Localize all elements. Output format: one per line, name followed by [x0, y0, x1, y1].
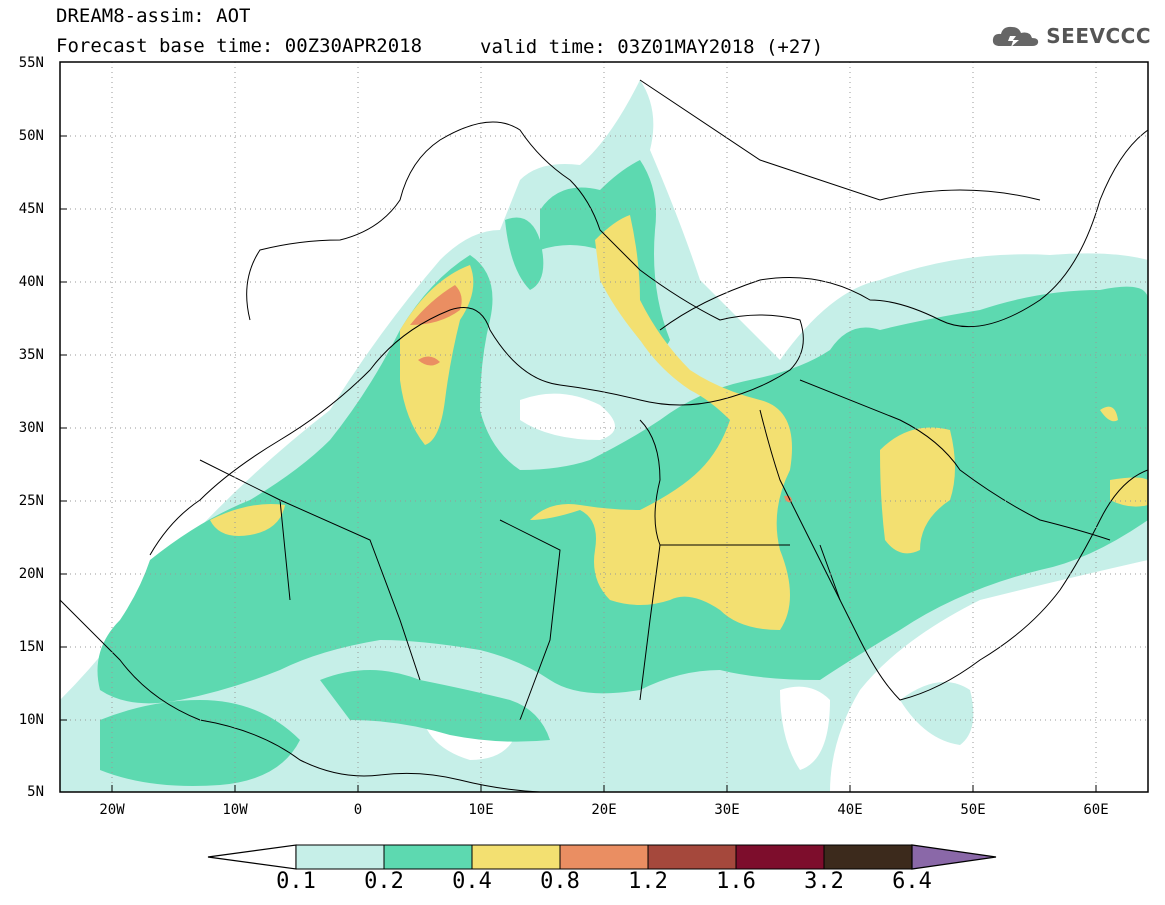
y-tick-label: 50N [18, 128, 44, 144]
colorbar-label: 1.6 [716, 869, 756, 894]
y-tick-label: 30N [18, 420, 44, 436]
colorbar-label: 0.4 [452, 869, 492, 894]
y-tick-label: 40N [18, 274, 44, 290]
colorbar-above-arrow [911, 844, 997, 870]
colorbar-label: 6.4 [892, 869, 932, 894]
x-tick-label: 50E [960, 802, 986, 818]
colorbar-label: 1.2 [628, 869, 668, 894]
map-title: DREAM8-assim: AOT [56, 5, 251, 27]
colorbar-swatch-2 [471, 844, 561, 870]
x-tick-label: 40E [837, 802, 863, 818]
x-tick-label: 20E [591, 802, 617, 818]
x-tick-label: 20W [99, 802, 125, 818]
y-tick-label: 45N [18, 201, 44, 217]
y-tick-label: 20N [18, 566, 44, 582]
x-tick-label: 10W [222, 802, 248, 818]
aot-contour-0-8 [410, 285, 792, 503]
colorbar-below-arrow [207, 844, 297, 870]
y-tick-label: 35N [18, 347, 44, 363]
x-tick-label: 10E [468, 802, 494, 818]
colorbar-swatch-5 [735, 844, 825, 870]
colorbar-swatch-6 [823, 844, 913, 870]
y-tick-label: 10N [18, 712, 44, 728]
y-tick-label: 25N [18, 493, 44, 509]
x-tick-label: 30E [714, 802, 740, 818]
x-tick-label: 0 [353, 802, 363, 818]
y-tick-label: 15N [18, 639, 44, 655]
y-tick-label: 55N [18, 55, 44, 71]
colorbar-swatch-1 [383, 844, 473, 870]
forecast-base-time: Forecast base time: 00Z30APR2018 [56, 35, 423, 57]
colorbar-label: 0.2 [364, 869, 404, 894]
colorbar-swatch-4 [647, 844, 737, 870]
colorbar-label: 3.2 [804, 869, 844, 894]
x-tick-label: 60E [1083, 802, 1109, 818]
colorbar [207, 844, 997, 870]
cloud-icon [993, 26, 1039, 47]
y-tick-label: 5N [27, 784, 44, 800]
colorbar-label: 0.8 [540, 869, 580, 894]
seevccc-logo: SEEVCCC [990, 22, 1151, 50]
colorbar-swatch-3 [559, 844, 649, 870]
logo-text: SEEVCCC [1046, 24, 1151, 48]
gridlines [60, 62, 1148, 792]
colorbar-swatch-0 [295, 844, 385, 870]
colorbar-label: 0.1 [276, 869, 316, 894]
axis-ticks [60, 135, 1097, 792]
valid-time: valid time: 03Z01MAY2018 (+27) [480, 36, 824, 58]
coastlines [60, 79, 1148, 792]
